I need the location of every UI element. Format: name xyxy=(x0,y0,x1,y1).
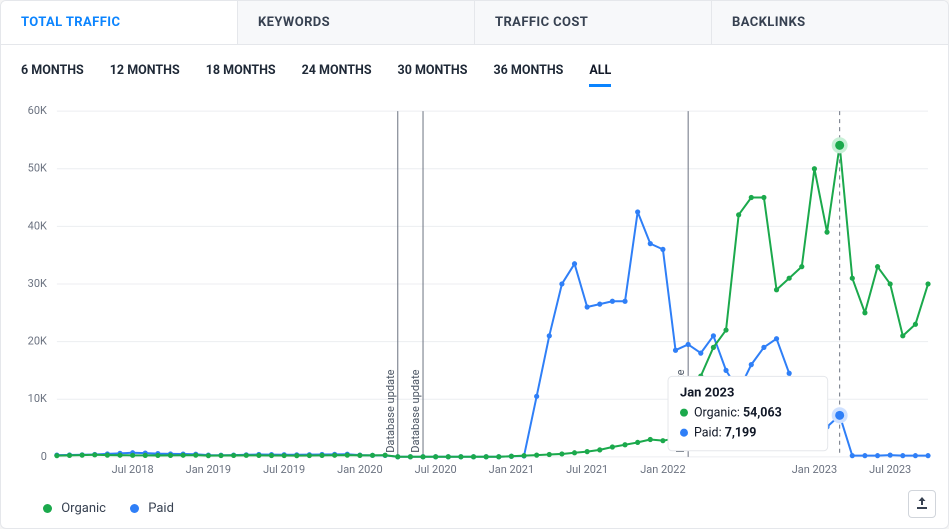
legend-label-organic: Organic xyxy=(61,501,106,516)
range-18m[interactable]: 18 MONTHS xyxy=(206,63,276,87)
legend-label-paid: Paid xyxy=(148,501,174,516)
range-6m[interactable]: 6 MONTHS xyxy=(21,63,84,87)
svg-text:Jul 2019: Jul 2019 xyxy=(263,463,305,476)
svg-text:Jul 2020: Jul 2020 xyxy=(415,463,457,476)
export-button[interactable] xyxy=(908,490,936,518)
svg-text:Jan 2020: Jan 2020 xyxy=(337,463,382,476)
range-24m[interactable]: 24 MONTHS xyxy=(302,63,372,87)
svg-text:Jan 2023: Jan 2023 xyxy=(680,385,734,400)
svg-text:Jul 2023: Jul 2023 xyxy=(869,463,911,476)
chart-area[interactable]: 0 10K 20K 30K 40K 50K 60K Jul 2018 Jan 2019 Jul 2… xyxy=(1,91,948,493)
svg-text:Database update: Database update xyxy=(409,369,422,453)
svg-text:Database update: Database update xyxy=(384,369,397,453)
svg-text:Jul 2018: Jul 2018 xyxy=(112,463,154,476)
range-12m[interactable]: 12 MONTHS xyxy=(110,63,180,87)
tab-keywords[interactable]: KEYWORDS xyxy=(238,1,475,44)
svg-text:Jul 2021: Jul 2021 xyxy=(566,463,608,476)
tab-total-traffic[interactable]: TOTAL TRAFFIC xyxy=(1,1,238,44)
chart-legend: Organic Paid xyxy=(1,493,948,528)
svg-text:50K: 50K xyxy=(28,162,47,175)
tab-traffic-cost[interactable]: TRAFFIC COST xyxy=(475,1,712,44)
range-36m[interactable]: 36 MONTHS xyxy=(493,63,563,87)
legend-paid: Paid xyxy=(130,501,174,516)
tab-backlinks[interactable]: BACKLINKS xyxy=(712,1,948,44)
svg-text:Jan 2022: Jan 2022 xyxy=(640,463,685,476)
svg-text:Organic: 54,063: Organic: 54,063 xyxy=(694,406,782,421)
svg-text:Paid: 7,199: Paid: 7,199 xyxy=(694,426,756,441)
svg-text:30K: 30K xyxy=(28,277,47,290)
range-all[interactable]: ALL xyxy=(589,63,611,87)
legend-dot-paid xyxy=(130,504,139,513)
svg-text:10K: 10K xyxy=(28,392,47,405)
upload-icon xyxy=(915,495,929,514)
legend-dot-organic xyxy=(43,504,52,513)
analytics-card: TOTAL TRAFFIC KEYWORDS TRAFFIC COST BACK… xyxy=(0,0,949,529)
time-range-tabs: 6 MONTHS 12 MONTHS 18 MONTHS 24 MONTHS 3… xyxy=(1,45,948,91)
svg-text:60K: 60K xyxy=(28,104,47,117)
svg-text:20K: 20K xyxy=(28,335,47,348)
metric-tabs: TOTAL TRAFFIC KEYWORDS TRAFFIC COST BACK… xyxy=(1,1,948,45)
svg-text:0: 0 xyxy=(41,450,47,463)
range-30m[interactable]: 30 MONTHS xyxy=(398,63,468,87)
legend-organic: Organic xyxy=(43,501,106,516)
svg-text:Jan 2023: Jan 2023 xyxy=(792,463,837,476)
svg-text:Jan 2019: Jan 2019 xyxy=(186,463,231,476)
svg-text:40K: 40K xyxy=(28,219,47,232)
svg-text:Jan 2021: Jan 2021 xyxy=(489,463,534,476)
